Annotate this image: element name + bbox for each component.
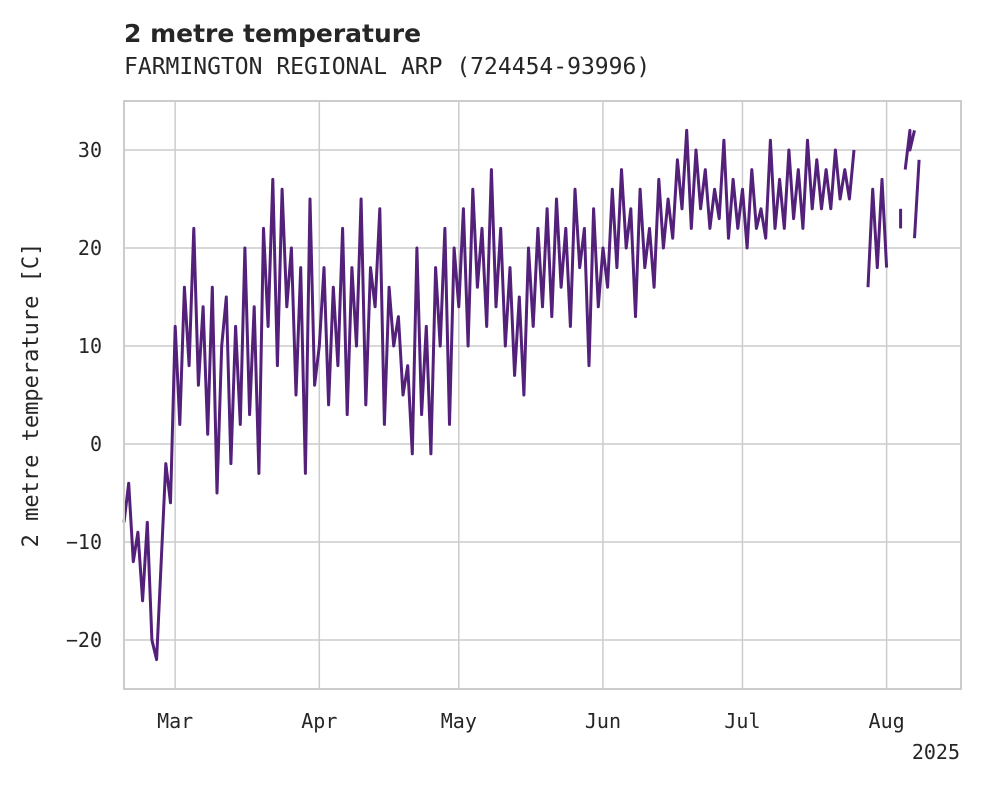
y-axis-label: 2 metre temperature [C]	[19, 243, 44, 548]
y-tick-label: 10	[78, 334, 102, 358]
x-tick-label: May	[441, 709, 477, 733]
y-tick-label: −10	[66, 530, 102, 554]
x-tick-label: Jul	[724, 709, 760, 733]
temperature-line-segment	[122, 128, 856, 662]
data-series	[122, 128, 921, 662]
y-tick-label: 30	[78, 138, 102, 162]
y-tick-label: 0	[90, 432, 102, 456]
x-tick-labels: Mar Apr May Jun Jul Aug	[157, 709, 905, 733]
temperature-line-segment	[903, 128, 916, 170]
y-tick-label: 20	[78, 236, 102, 260]
chart-title: 2 metre temperature	[124, 19, 421, 48]
y-tick-labels: −20 −10 0 10 20 30	[66, 138, 102, 652]
plot-frame	[123, 100, 962, 690]
chart-subtitle: FARMINGTON REGIONAL ARP (724454-93996)	[124, 54, 650, 80]
temperature-line-segment	[866, 177, 889, 288]
y-tick-label: −20	[66, 628, 102, 652]
x-tick-label: Mar	[157, 709, 193, 733]
x-tick-label: Aug	[869, 709, 905, 733]
temperature-line-segment	[913, 159, 921, 239]
x-tick-label: Jun	[585, 709, 621, 733]
x-tick-label: Apr	[301, 709, 337, 733]
x-offset-label: 2025	[912, 740, 960, 764]
